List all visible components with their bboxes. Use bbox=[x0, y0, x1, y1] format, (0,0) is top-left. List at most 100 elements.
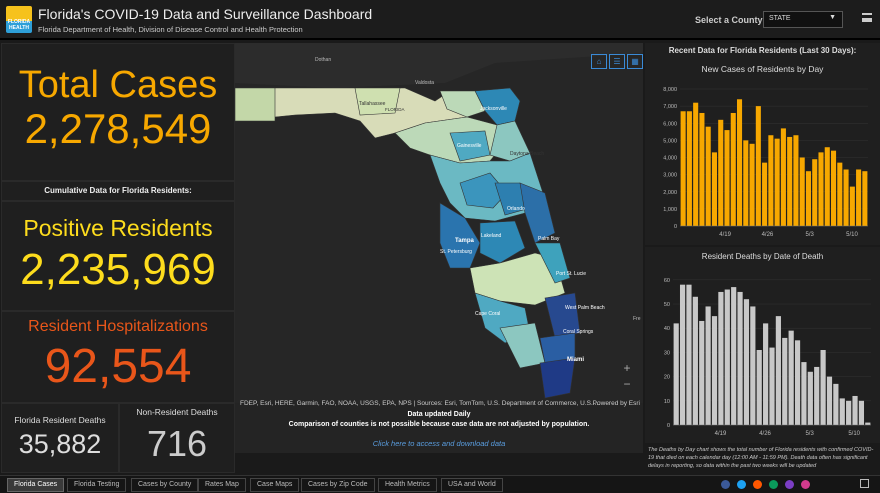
zoom-out-button[interactable]: − bbox=[623, 377, 631, 391]
map-label-orlando: Orlando bbox=[507, 206, 525, 212]
bar[interactable] bbox=[750, 306, 756, 425]
chevron-down-icon: ▼ bbox=[829, 14, 836, 21]
deaths-panel: Resident Deaths by Date of Death 0 10 20 30… bbox=[645, 247, 880, 443]
bar[interactable] bbox=[846, 400, 852, 425]
x-tick-label: 4/26 bbox=[759, 431, 771, 437]
bar[interactable] bbox=[805, 171, 811, 226]
bar[interactable] bbox=[794, 340, 801, 425]
bar[interactable] bbox=[812, 159, 818, 226]
bar[interactable] bbox=[849, 186, 855, 226]
florida-county-map[interactable]: Dothan Valdosta Tallahassee FLORIDA Jack… bbox=[235, 43, 643, 453]
new-cases-chart[interactable]: 0 1,000 2,000 3,000 4,000 5,000 6,000 7,000 8,00… bbox=[645, 75, 880, 245]
bar[interactable] bbox=[730, 112, 736, 226]
total-cases-panel: Total Cases 2,278,549 bbox=[1, 43, 235, 181]
bar[interactable] bbox=[749, 143, 755, 226]
resident-deaths-panel: Florida Resident Deaths 35,882 bbox=[1, 403, 119, 473]
bar[interactable] bbox=[774, 138, 780, 226]
grid-icon[interactable]: ▦ bbox=[627, 54, 643, 69]
bar[interactable] bbox=[763, 323, 769, 425]
bar[interactable] bbox=[824, 147, 830, 226]
bar[interactable] bbox=[679, 284, 686, 425]
bar[interactable] bbox=[793, 135, 799, 226]
bar[interactable] bbox=[865, 422, 871, 425]
menu-icon[interactable] bbox=[862, 13, 872, 22]
zoom-in-button[interactable]: + bbox=[623, 361, 631, 375]
bar[interactable] bbox=[705, 126, 711, 226]
bar[interactable] bbox=[862, 171, 868, 226]
facebook-icon[interactable] bbox=[721, 480, 730, 489]
bar[interactable] bbox=[743, 299, 750, 425]
bar[interactable] bbox=[839, 398, 845, 425]
bar[interactable] bbox=[673, 323, 679, 425]
bar[interactable] bbox=[699, 320, 705, 425]
bar[interactable] bbox=[718, 119, 724, 226]
tab-florida-cases[interactable]: Florida Cases bbox=[7, 478, 65, 492]
bar[interactable] bbox=[699, 112, 705, 226]
link-icon[interactable] bbox=[801, 480, 810, 489]
tab-florida-testing[interactable]: Florida Testing bbox=[67, 478, 127, 492]
bar[interactable] bbox=[837, 162, 843, 226]
bar[interactable] bbox=[693, 102, 699, 226]
bar[interactable] bbox=[856, 169, 862, 226]
nonresident-deaths-value: 716 bbox=[146, 423, 208, 464]
hospitalizations-panel: Resident Hospitalizations 92,554 bbox=[1, 311, 235, 403]
bar[interactable] bbox=[775, 316, 781, 425]
map-label-gainesville: Gainesville bbox=[457, 143, 482, 149]
tab-cases-by-zip[interactable]: Cases by Zip Code bbox=[301, 478, 375, 492]
tab-health-metrics[interactable]: Health Metrics bbox=[378, 478, 437, 492]
bar[interactable] bbox=[788, 330, 794, 425]
county-select[interactable]: STATE ▼ bbox=[763, 11, 843, 28]
tab-cases-by-county[interactable]: Cases by County bbox=[131, 478, 199, 492]
external-link-icon[interactable] bbox=[860, 479, 869, 488]
twitter-icon[interactable] bbox=[737, 480, 746, 489]
bar[interactable] bbox=[852, 395, 858, 425]
share-icon[interactable] bbox=[769, 480, 778, 489]
bar[interactable] bbox=[801, 362, 807, 425]
bar[interactable] bbox=[768, 135, 774, 226]
bar[interactable] bbox=[787, 136, 793, 226]
download-data-link[interactable]: Click here to access and download data bbox=[372, 439, 506, 448]
tab-usa-and-world[interactable]: USA and World bbox=[441, 478, 503, 492]
bar[interactable] bbox=[769, 347, 775, 425]
bar[interactable] bbox=[737, 99, 743, 226]
bar[interactable] bbox=[737, 291, 743, 425]
bar[interactable] bbox=[807, 371, 813, 425]
bar[interactable] bbox=[711, 316, 718, 425]
bar[interactable] bbox=[782, 337, 788, 425]
bar[interactable] bbox=[705, 306, 711, 425]
bar[interactable] bbox=[858, 400, 865, 425]
bar[interactable] bbox=[820, 350, 826, 425]
bar[interactable] bbox=[686, 111, 692, 226]
bar[interactable] bbox=[686, 284, 692, 425]
home-icon[interactable]: ⌂ bbox=[591, 54, 607, 69]
bar[interactable] bbox=[692, 296, 698, 425]
bar[interactable] bbox=[826, 376, 833, 425]
powered-by-esri[interactable]: Powered by Esri bbox=[592, 400, 640, 407]
bar[interactable] bbox=[814, 366, 820, 425]
bar[interactable] bbox=[843, 169, 849, 226]
tab-rates-map[interactable]: Rates Map bbox=[198, 478, 246, 492]
tab-case-maps[interactable]: Case Maps bbox=[250, 478, 300, 492]
bar[interactable] bbox=[711, 152, 717, 226]
bar[interactable] bbox=[833, 383, 839, 425]
bar[interactable] bbox=[762, 162, 768, 226]
list-icon[interactable]: ☰ bbox=[609, 54, 625, 69]
map-label-tallahassee: Tallahassee bbox=[359, 101, 386, 107]
bar[interactable] bbox=[755, 106, 761, 226]
bar[interactable] bbox=[780, 128, 786, 226]
bar[interactable] bbox=[724, 289, 730, 425]
bar[interactable] bbox=[731, 287, 737, 425]
y-tick-label: 7,000 bbox=[663, 104, 677, 110]
bar[interactable] bbox=[831, 150, 837, 226]
bar[interactable] bbox=[743, 140, 749, 226]
reddit-icon[interactable] bbox=[753, 480, 762, 489]
bar[interactable] bbox=[680, 111, 686, 226]
bar[interactable] bbox=[799, 157, 805, 227]
bar[interactable] bbox=[818, 152, 824, 226]
map-notes: Data updated Daily Comparison of countie… bbox=[235, 410, 643, 430]
mail-icon[interactable] bbox=[785, 480, 794, 489]
bar[interactable] bbox=[756, 350, 762, 425]
bar[interactable] bbox=[718, 291, 724, 425]
bar[interactable] bbox=[724, 130, 730, 226]
deaths-chart[interactable]: 0 10 20 30 40 50 60 4/19 4/26 5/3 5/10 bbox=[645, 263, 880, 443]
